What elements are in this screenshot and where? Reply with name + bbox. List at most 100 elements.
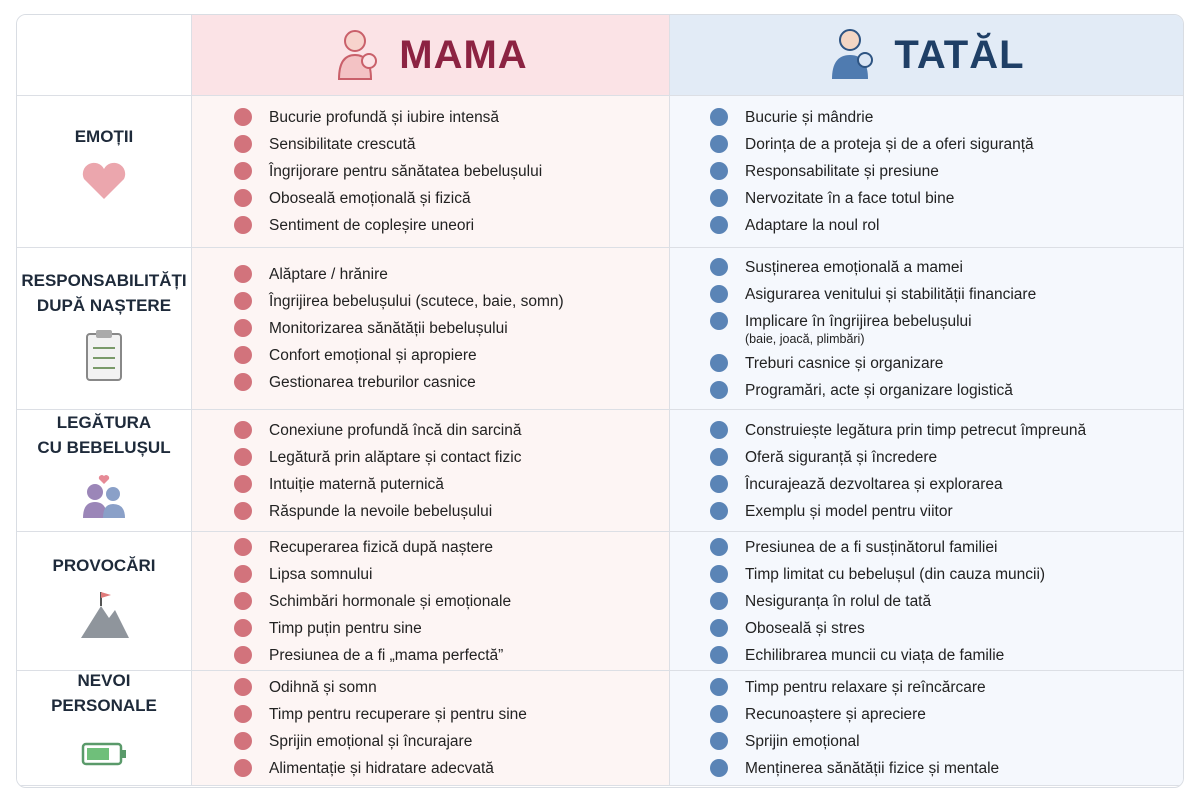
item-icon bbox=[710, 678, 728, 696]
item-icon bbox=[710, 732, 728, 750]
header-mama: MAMA bbox=[192, 15, 670, 96]
item-icon bbox=[234, 135, 252, 153]
item-icon bbox=[234, 759, 252, 777]
item-text: Menținerea sănătății fizice și mentale bbox=[745, 760, 1000, 777]
item-text: Bucurie profundă și iubire intensă bbox=[269, 109, 500, 126]
list-item: Bucurie profundă și iubire intensă bbox=[192, 107, 669, 128]
item-icon bbox=[234, 447, 252, 466]
item-text: Nesiguranța în rolul de tată bbox=[745, 592, 932, 610]
mama-cell: Odihnă și somn Timp pentru recuperare și … bbox=[192, 671, 670, 786]
item-text: Programări, acte și organizare logistică bbox=[745, 381, 1013, 399]
item-icon bbox=[710, 380, 728, 399]
row-label-text: RESPONSABILITĂȚI DUPĂ NAȘTERE bbox=[21, 268, 186, 318]
list-item: Recunoaștere și apreciere bbox=[670, 704, 1183, 725]
row-label: RESPONSABILITĂȚI DUPĂ NAȘTERE bbox=[17, 248, 192, 410]
tata-icon bbox=[828, 25, 878, 86]
list-item: Bucurie și mândrie bbox=[670, 107, 1183, 128]
item-text: Monitorizarea sănătății bebelușului bbox=[269, 320, 508, 337]
list-item: Răspunde la nevoile bebelușului bbox=[192, 501, 669, 522]
item-icon bbox=[710, 501, 728, 520]
list-item: Oboseală și stres bbox=[670, 618, 1183, 639]
item-text: Îngrijorare pentru sănătatea bebelușului bbox=[269, 163, 543, 180]
item-icon bbox=[710, 759, 728, 777]
item-icon bbox=[710, 474, 728, 493]
row-label: NEVOI PERSONALE bbox=[17, 671, 192, 786]
item-list: Bucurie și mândrie Dorința de a proteja ș… bbox=[670, 96, 1183, 247]
list-item: Dorința de a proteja și de a oferi sigur… bbox=[670, 134, 1183, 155]
item-text: Încurajează dezvoltarea și explorarea bbox=[745, 475, 1003, 493]
row-icon bbox=[79, 328, 129, 389]
item-icon bbox=[234, 705, 252, 723]
row-icon bbox=[79, 159, 129, 220]
list-item: Responsabilitate și presiune bbox=[670, 161, 1183, 182]
item-text: Intuiție maternă puternică bbox=[269, 475, 444, 493]
item-icon bbox=[710, 447, 728, 466]
item-icon bbox=[234, 645, 252, 664]
label-line: NEVOI bbox=[77, 670, 131, 690]
item-text: Îngrijirea bebelușului (scutece, baie, s… bbox=[269, 293, 564, 310]
item-note: (baie, joacă, plimbări) bbox=[745, 331, 865, 346]
label-line: EMOȚII bbox=[74, 126, 134, 146]
row-label: LEGĂTURA CU BEBELUȘUL bbox=[17, 410, 192, 532]
mama-icon bbox=[333, 25, 383, 86]
item-text: Nervozitate în a face totul bine bbox=[745, 190, 955, 207]
item-text: Oboseală emoțională și fizică bbox=[269, 190, 471, 207]
corner bbox=[17, 15, 192, 96]
item-text: Exemplu și model pentru viitor bbox=[745, 502, 953, 520]
list-item: Odihnă și somn bbox=[192, 677, 669, 698]
item-list: Construiește legătura prin timp petrecut… bbox=[670, 410, 1183, 531]
item-list: Susținerea emoțională a mamei Asigurarea … bbox=[670, 248, 1183, 409]
list-item: Programări, acte și organizare logistică bbox=[670, 380, 1183, 401]
item-text: Asigurarea venitului și stabilității fin… bbox=[745, 285, 1037, 303]
item-text: Echilibrarea muncii cu viața de familie bbox=[745, 646, 1005, 664]
item-text: Adaptare la noul rol bbox=[745, 217, 880, 234]
list-item: Intuiție maternă puternică bbox=[192, 474, 669, 495]
item-icon bbox=[710, 645, 728, 664]
list-item: Implicare în îngrijirea bebelușului (baie… bbox=[670, 311, 1183, 347]
label-line: DUPĂ NAȘTERE bbox=[36, 296, 172, 315]
item-icon bbox=[234, 162, 252, 180]
item-icon bbox=[710, 108, 728, 126]
item-text: Alimentație și hidratare adecvată bbox=[269, 760, 494, 777]
row-label-text: EMOȚII bbox=[75, 124, 134, 149]
list-item: Legătură prin alăptare și contact fizic bbox=[192, 447, 669, 468]
item-icon bbox=[710, 353, 728, 372]
item-icon bbox=[234, 564, 252, 583]
item-list: Alăptare / hrănire Îngrijirea bebelușului… bbox=[192, 248, 669, 409]
item-icon bbox=[710, 564, 728, 583]
mama-cell: Recuperarea fizică după naștere Lipsa som… bbox=[192, 532, 670, 671]
item-icon bbox=[234, 678, 252, 696]
row-label-text: PROVOCĂRI bbox=[53, 553, 156, 578]
item-text: Recunoaștere și apreciere bbox=[745, 706, 926, 723]
item-text: Gestionarea treburilor casnice bbox=[269, 374, 476, 391]
item-icon bbox=[710, 189, 728, 207]
list-item: Lipsa somnului bbox=[192, 564, 669, 585]
item-icon bbox=[234, 420, 252, 439]
row-icon bbox=[79, 588, 129, 649]
item-icon bbox=[234, 373, 252, 391]
list-item: Presiunea de a fi „mama perfectă” bbox=[192, 645, 669, 666]
item-text: Oboseală și stres bbox=[745, 619, 865, 637]
item-icon bbox=[710, 162, 728, 180]
item-text: Alăptare / hrănire bbox=[269, 266, 388, 283]
list-item: Oferă siguranță și încredere bbox=[670, 447, 1183, 468]
label-line: LEGĂTURA bbox=[56, 413, 152, 432]
item-text: Confort emoțional și apropiere bbox=[269, 347, 477, 364]
item-icon bbox=[234, 537, 252, 556]
list-item: Schimbări hormonale și emoționale bbox=[192, 591, 669, 612]
header-tata: TATĂL bbox=[670, 15, 1183, 96]
row-label: PROVOCĂRI bbox=[17, 532, 192, 671]
item-icon bbox=[710, 135, 728, 153]
list-item: Asigurarea venitului și stabilității fin… bbox=[670, 284, 1183, 305]
list-item: Sprijin emoțional și încurajare bbox=[192, 731, 669, 752]
item-icon bbox=[710, 311, 728, 330]
list-item: Timp pentru recuperare și pentru sine bbox=[192, 704, 669, 725]
list-item: Timp puțin pentru sine bbox=[192, 618, 669, 639]
item-text: Lipsa somnului bbox=[269, 565, 373, 583]
list-item: Îngrijirea bebelușului (scutece, baie, s… bbox=[192, 291, 669, 312]
tata-cell: Susținerea emoțională a mamei Asigurarea … bbox=[670, 248, 1183, 410]
list-item: Recuperarea fizică după naștere bbox=[192, 537, 669, 558]
label-line: CU BEBELUȘUL bbox=[37, 438, 171, 457]
label-line: PROVOCĂRI bbox=[52, 556, 156, 575]
list-item: Adaptare la noul rol bbox=[670, 215, 1183, 236]
